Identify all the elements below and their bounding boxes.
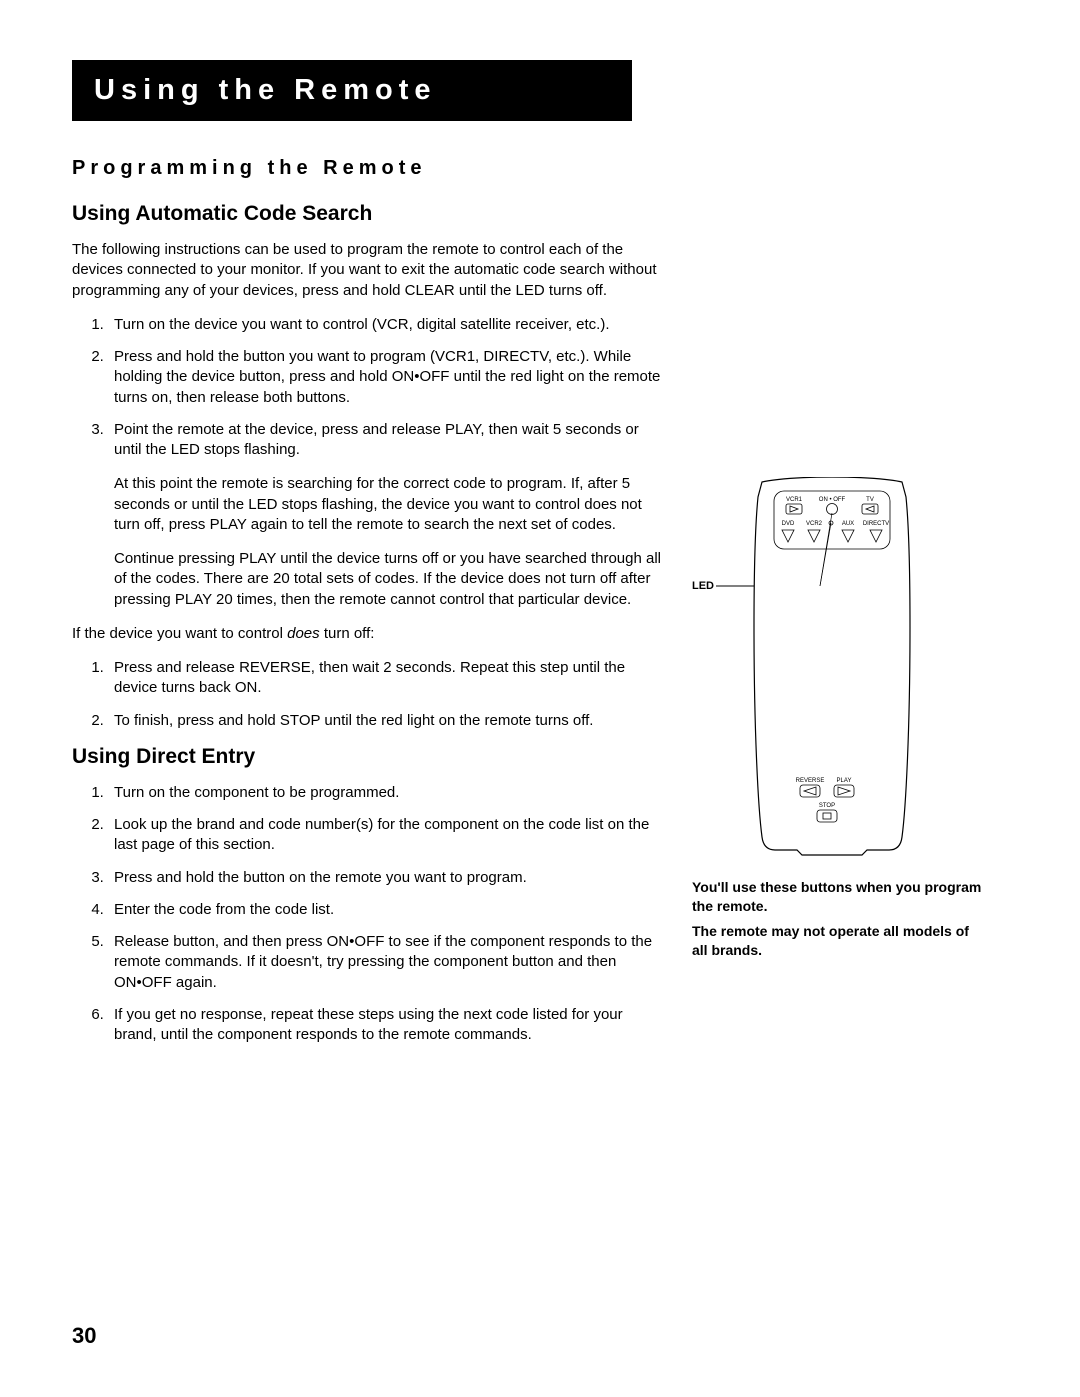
svg-text:DIRECTV: DIRECTV (863, 521, 889, 527)
list-item: Release button, and then press ON•OFF to… (108, 932, 662, 993)
svg-text:TV: TV (866, 497, 874, 503)
list-item: Turn on the device you want to control (… (108, 315, 662, 335)
svg-text:PLAY: PLAY (837, 778, 852, 784)
svg-text:DVD: DVD (782, 521, 795, 527)
auto-intro: The following instructions can be used t… (72, 240, 662, 301)
list-item: Point the remote at the device, press an… (108, 420, 662, 461)
svg-text:AUX: AUX (842, 521, 854, 527)
svg-text:VCR2: VCR2 (806, 521, 823, 527)
subsection-auto-title: Using Automatic Code Search (72, 202, 662, 226)
main-column: Programming the Remote Using Automatic C… (72, 157, 662, 1059)
svg-text:ON • OFF: ON • OFF (819, 497, 846, 503)
auto-steps-list-2: Press and release REVERSE, then wait 2 s… (108, 658, 662, 731)
list-item: Press and hold the button you want to pr… (108, 347, 662, 408)
subsection-direct-title: Using Direct Entry (72, 745, 662, 769)
svg-text:REVERSE: REVERSE (796, 778, 825, 784)
auto-p1: At this point the remote is searching fo… (114, 474, 662, 535)
svg-text:STOP: STOP (819, 803, 835, 809)
section-title: Programming the Remote (72, 157, 662, 180)
list-item: Look up the brand and code number(s) for… (108, 815, 662, 856)
direct-steps-list: Turn on the component to be programmed. … (108, 783, 662, 1046)
svg-text:VCR1: VCR1 (786, 497, 803, 503)
chapter-title: Using the Remote (94, 74, 610, 107)
list-item: If you get no response, repeat these ste… (108, 1005, 662, 1046)
auto-steps-list-1: Turn on the device you want to control (… (108, 315, 662, 461)
chapter-header: Using the Remote (72, 60, 632, 121)
caption-2: The remote may not operate all models of… (692, 922, 982, 960)
list-item: Press and hold the button on the remote … (108, 868, 662, 888)
content-row: Programming the Remote Using Automatic C… (72, 157, 1008, 1059)
side-column: LED VCR1 ON • OFF TV DVD VC (692, 477, 982, 1059)
led-label: LED (692, 580, 714, 592)
list-item: To finish, press and hold STOP until the… (108, 711, 662, 731)
caption-1: You'll use these buttons when you progra… (692, 878, 982, 916)
list-item: Turn on the component to be programmed. (108, 783, 662, 803)
auto-p2: Continue pressing PLAY until the device … (114, 549, 662, 610)
remote-diagram: LED VCR1 ON • OFF TV DVD VC (692, 477, 982, 857)
page-number: 30 (72, 1323, 96, 1349)
list-item: Press and release REVERSE, then wait 2 s… (108, 658, 662, 699)
does-line: If the device you want to control does t… (72, 624, 662, 644)
list-item: Enter the code from the code list. (108, 900, 662, 920)
